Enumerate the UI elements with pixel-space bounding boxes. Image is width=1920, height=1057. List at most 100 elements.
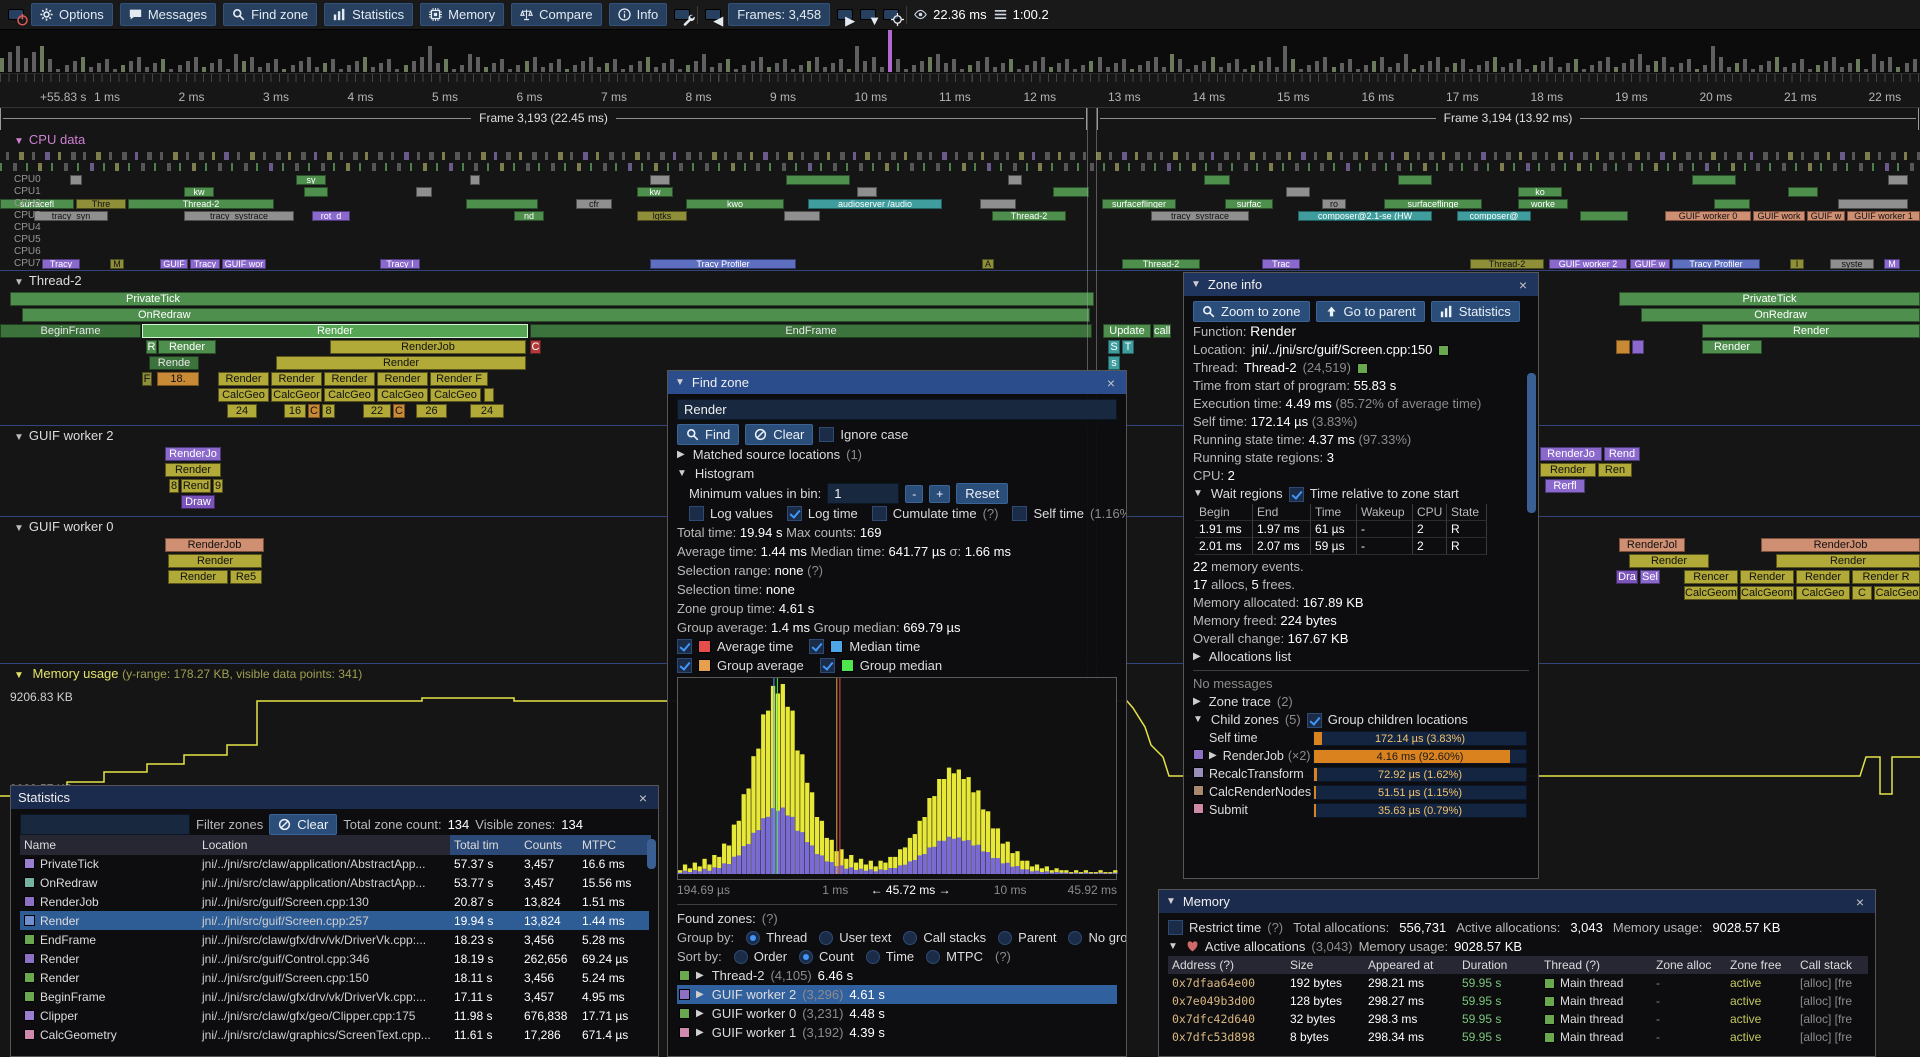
zone-render[interactable]: Render — [324, 372, 375, 386]
radio-dot[interactable] — [799, 949, 814, 964]
zone-c[interactable]: C — [393, 404, 405, 418]
zone-endframe[interactable]: EndFrame — [530, 324, 1092, 338]
frame-bar[interactable] — [782, 59, 787, 72]
frame-bar[interactable] — [895, 59, 900, 72]
frame-bar[interactable] — [1436, 57, 1441, 72]
frame-bar[interactable] — [419, 57, 424, 72]
zone-tracy[interactable]: Tracy — [190, 259, 220, 269]
zone-surfac[interactable]: surfac — [1225, 199, 1273, 209]
frame-bar[interactable] — [1315, 61, 1320, 72]
frame-bar[interactable] — [718, 63, 723, 72]
zone-call[interactable]: call — [1153, 324, 1171, 338]
frame-bar[interactable] — [500, 59, 505, 72]
find-zone-titlebar[interactable]: ▼ Find zone × — [668, 371, 1126, 394]
statistics-button[interactable]: Statistics — [1430, 301, 1520, 322]
column-header-address[interactable]: Address (?) — [1168, 956, 1286, 974]
frame-bar[interactable] — [944, 63, 949, 72]
frame-bar[interactable] — [1388, 67, 1393, 72]
zone[interactable] — [1714, 199, 1750, 209]
frame-bar[interactable] — [572, 65, 577, 72]
frame-bar[interactable] — [1404, 54, 1409, 72]
child-zone-submit[interactable]: Submit 35.63 µs (0.79%) — [1193, 801, 1529, 819]
zone[interactable] — [1888, 175, 1908, 185]
zone-kw[interactable]: kw — [184, 187, 214, 197]
frame-bar[interactable] — [919, 61, 924, 72]
zone[interactable] — [416, 187, 432, 197]
series-toggle-median-time[interactable]: Median time — [809, 637, 920, 656]
frame-bar[interactable] — [1509, 63, 1514, 72]
frame-bar[interactable] — [427, 46, 432, 72]
zone[interactable] — [484, 388, 494, 402]
table-row-onredraw[interactable]: OnRedraw jni/../jni/src/claw/application/… — [20, 873, 649, 892]
frame-bar[interactable] — [1823, 61, 1828, 72]
zone-calcgeo[interactable]: CalcGeo — [1874, 586, 1920, 600]
frame-bar[interactable] — [468, 54, 473, 72]
find-zone-search-input[interactable] — [677, 399, 1117, 420]
checkbox-box[interactable] — [677, 639, 692, 654]
radio-order[interactable]: Order — [733, 947, 787, 966]
frame-bar[interactable] — [1678, 63, 1683, 72]
column-header-total-tim[interactable]: Total tim — [450, 835, 520, 855]
scrollbar[interactable] — [647, 839, 656, 869]
zone[interactable] — [980, 199, 1016, 209]
scrollbar[interactable] — [1527, 373, 1536, 513]
zone[interactable] — [1580, 211, 1628, 221]
frame-bar[interactable] — [1154, 57, 1158, 72]
zone-sy[interactable]: sy — [296, 175, 326, 185]
frame-bar[interactable] — [1379, 57, 1384, 72]
radio-dot[interactable] — [1068, 930, 1083, 945]
frame-bar[interactable] — [798, 65, 803, 72]
frame-bar[interactable] — [839, 59, 844, 72]
frame-bar[interactable] — [1258, 61, 1263, 72]
column-header-location[interactable]: Location — [198, 835, 450, 855]
frame-bar[interactable] — [1396, 63, 1401, 72]
checkbox-log-values[interactable]: Log values — [689, 504, 773, 523]
zone-render[interactable]: Render — [218, 372, 269, 386]
table-row-clipper[interactable]: Clipper jni/../jni/src/claw/gfx/geo/Clipp… — [20, 1006, 649, 1025]
frame-bar[interactable] — [1194, 65, 1199, 72]
frame-bar[interactable] — [1178, 59, 1183, 72]
frame-bar[interactable] — [879, 67, 884, 72]
frame-bar[interactable] — [1210, 57, 1215, 72]
frame-bar[interactable] — [976, 61, 981, 72]
radio-time[interactable]: Time — [865, 947, 914, 966]
frame-bar[interactable] — [306, 57, 311, 72]
frame-bar[interactable] — [968, 65, 973, 72]
frame-bar[interactable] — [1420, 65, 1425, 72]
frame-bar[interactable] — [112, 69, 117, 72]
zone-18[interactable]: 18. — [157, 372, 199, 386]
frame-bar[interactable] — [1024, 65, 1029, 72]
toolbar-power-button[interactable] — [8, 9, 24, 20]
next-frame-button[interactable]: ▶ — [837, 9, 855, 28]
frame-bar[interactable] — [169, 69, 174, 72]
frame-bar[interactable] — [928, 57, 933, 72]
frame-bar[interactable] — [726, 59, 731, 72]
toolbar-statistics-button[interactable]: Statistics — [324, 3, 414, 26]
radio-mtpc[interactable]: MTPC — [926, 947, 983, 966]
column-header-call-stack[interactable]: Call stack — [1796, 956, 1868, 974]
checkbox-box[interactable] — [786, 506, 802, 521]
zone-ren[interactable]: Ren — [1598, 463, 1632, 477]
frame-bar[interactable] — [1654, 61, 1659, 72]
column-header-thread[interactable]: Thread (?) — [1540, 956, 1652, 974]
frame-bar[interactable] — [355, 61, 360, 72]
frame-bar[interactable] — [1517, 59, 1522, 72]
column-header-mtpc[interactable]: MTPC — [578, 835, 651, 855]
frame-bar[interactable] — [1371, 61, 1376, 72]
frame-bar[interactable] — [1000, 63, 1005, 72]
zone-guif-w[interactable]: GUIF w — [1807, 211, 1845, 221]
zone-a[interactable]: A — [982, 259, 994, 269]
frame-bar[interactable] — [121, 65, 126, 72]
frame-bar[interactable] — [774, 63, 779, 72]
zone-9[interactable]: 9 — [213, 479, 223, 493]
frame-bar[interactable] — [1113, 63, 1118, 72]
zone-onredraw[interactable]: OnRedraw — [1641, 308, 1920, 322]
matched-source-locations-row[interactable]: ▶ Matched source locations (1) — [677, 445, 1117, 464]
zone-renderjo[interactable]: RenderJo — [1540, 447, 1602, 461]
found-zone-group-guif-worker-2[interactable]: ▶ GUIF worker 2 (3,296) 4.61 s — [677, 985, 1117, 1004]
zone-c[interactable]: C — [530, 340, 541, 354]
frame-bar[interactable] — [40, 46, 45, 72]
frame-bar[interactable] — [1622, 63, 1627, 72]
frame-bar[interactable] — [145, 67, 150, 72]
frame-bar[interactable] — [766, 67, 771, 72]
